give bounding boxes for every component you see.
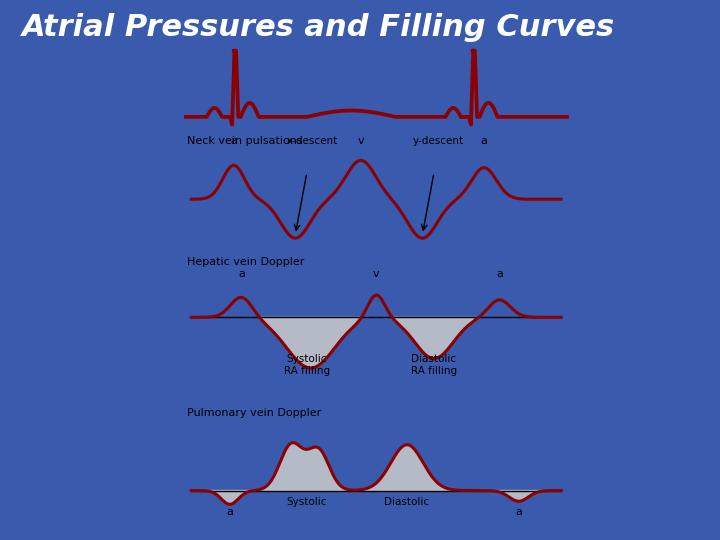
- Text: a: a: [238, 269, 245, 279]
- Text: a: a: [226, 508, 233, 517]
- Text: x-descent: x-descent: [287, 136, 338, 146]
- Text: y-descent: y-descent: [413, 136, 464, 146]
- Text: v: v: [373, 269, 379, 279]
- Text: Systolic
RA filling: Systolic RA filling: [284, 354, 330, 376]
- Text: Diastolic
RA filling: Diastolic RA filling: [411, 354, 457, 376]
- Text: a: a: [230, 136, 237, 146]
- Text: a: a: [516, 508, 522, 517]
- Text: Hepatic vein Doppler: Hepatic vein Doppler: [187, 257, 305, 267]
- Text: v: v: [357, 136, 364, 146]
- Text: Diastolic: Diastolic: [384, 497, 430, 507]
- Text: Atrial Pressures and Filling Curves: Atrial Pressures and Filling Curves: [22, 14, 615, 43]
- Text: Neck vein pulsations: Neck vein pulsations: [187, 136, 303, 146]
- Text: a: a: [481, 136, 487, 146]
- Text: Systolic: Systolic: [287, 497, 327, 507]
- Text: Pulmonary vein Doppler: Pulmonary vein Doppler: [187, 408, 322, 418]
- Text: a: a: [496, 269, 503, 279]
